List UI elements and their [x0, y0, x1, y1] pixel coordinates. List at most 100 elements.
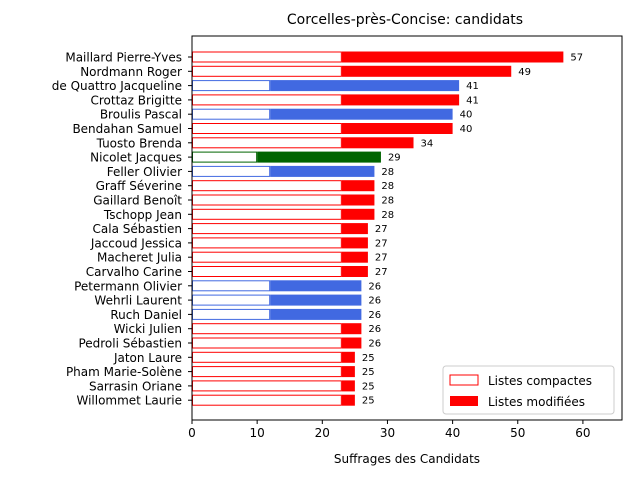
x-tick-label: 60: [575, 426, 590, 440]
bar-modified: [341, 337, 362, 349]
bar-modified: [270, 280, 362, 292]
value-label: 27: [375, 238, 388, 249]
value-label: 49: [518, 67, 531, 78]
x-tick-label: 20: [315, 426, 330, 440]
bar-compact: [192, 208, 342, 220]
bar-compact: [192, 237, 342, 249]
x-tick-label: 0: [188, 426, 196, 440]
value-label: 25: [362, 353, 375, 364]
bar-modified: [341, 51, 564, 63]
value-label: 26: [368, 324, 381, 335]
bar-modified: [341, 137, 414, 149]
bar-compact: [192, 165, 271, 177]
candidate-label: Gaillard Benoît: [93, 194, 182, 208]
value-label: 25: [362, 367, 375, 378]
bar-modified: [341, 180, 375, 192]
value-label: 28: [381, 210, 394, 221]
bar-compact: [192, 137, 342, 149]
legend-frame: [442, 365, 615, 415]
bar-compact: [192, 251, 342, 263]
value-label: 26: [368, 310, 381, 321]
candidate-label: Nicolet Jacques: [90, 151, 182, 165]
candidate-label: Ruch Daniel: [110, 308, 182, 322]
value-label: 27: [375, 267, 388, 278]
bar-compact: [192, 366, 342, 378]
legend-swatch-modified: [450, 396, 478, 406]
value-label: 41: [466, 95, 479, 106]
candidate-label: Wicki Julien: [114, 322, 182, 336]
value-label: 28: [381, 167, 394, 178]
value-label: 28: [381, 196, 394, 207]
bar-modified: [341, 65, 512, 77]
candidate-label: Graff Séverine: [96, 179, 182, 193]
value-label: 34: [421, 138, 434, 149]
candidate-label: Bendahan Samuel: [72, 122, 182, 136]
candidate-label: Tschopp Jean: [103, 208, 182, 222]
bar-compact: [192, 151, 258, 163]
legend: Listes compactes Listes modifiées: [442, 365, 615, 415]
bar-compact: [192, 194, 342, 206]
candidate-label: Petermann Olivier: [74, 279, 182, 293]
bar-modified: [341, 237, 368, 249]
bar-compact: [192, 294, 271, 306]
value-label: 26: [368, 339, 381, 350]
candidate-label: Cala Sébastien: [93, 222, 182, 236]
bar-modified: [341, 208, 375, 220]
bar-compact: [192, 308, 271, 320]
candidate-label: Jaton Laure: [113, 351, 182, 365]
candidate-label: Wehrli Laurent: [94, 294, 182, 308]
x-tick-label: 50: [510, 426, 525, 440]
candidate-label: Feller Olivier: [107, 165, 182, 179]
value-label: 26: [368, 281, 381, 292]
x-axis-label: Suffrages des Candidats: [334, 452, 480, 466]
bar-modified: [270, 308, 362, 320]
value-label: 25: [362, 381, 375, 392]
bar-modified: [270, 294, 362, 306]
plot-frame: [191, 35, 623, 421]
candidate-label: Macheret Julia: [97, 251, 182, 265]
bar-modified: [341, 251, 368, 263]
x-tick-label: 40: [445, 426, 460, 440]
bar-modified: [341, 194, 375, 206]
bar-compact: [192, 323, 342, 335]
bar-compact: [192, 394, 342, 406]
candidate-label: Pham Marie-Solène: [66, 365, 182, 379]
bar-modified: [341, 266, 368, 277]
bar-compact: [192, 65, 342, 77]
bar-compact: [192, 51, 342, 63]
bar-compact: [192, 80, 271, 92]
bar-modified: [341, 351, 355, 363]
bar-modified: [270, 108, 453, 120]
bar-modified: [341, 223, 368, 235]
value-label: 27: [375, 224, 388, 235]
legend-label-compact: Listes compactes: [488, 374, 592, 388]
bar-modified: [270, 165, 375, 177]
legend-label-modified: Listes modifiées: [488, 395, 585, 409]
candidate-label: Carvalho Carine: [86, 265, 182, 279]
bar-compact: [192, 94, 342, 106]
value-label: 40: [460, 110, 473, 121]
bars-group: Maillard Pierre-Yves 57 Nordmann Roger 49 de…: [52, 51, 583, 408]
bar-compact: [192, 123, 342, 134]
candidate-label: Pedroli Sébastien: [78, 337, 182, 351]
value-label: 25: [362, 396, 375, 407]
candidate-label: Sarrasin Oriane: [89, 379, 182, 393]
bar-compact: [192, 280, 271, 292]
bar-compact: [192, 180, 342, 192]
value-label: 57: [570, 53, 583, 64]
candidate-label: Broulis Pascal: [100, 108, 182, 122]
bar-compact: [192, 108, 271, 120]
x-axis: 0 10 20 30 40 50 60: [188, 420, 591, 440]
bar-modified: [341, 394, 355, 406]
bar-modified: [341, 323, 362, 335]
legend-swatch-compact: [449, 374, 479, 386]
candidate-label: de Quattro Jacqueline: [52, 79, 182, 93]
x-tick-label: 30: [380, 426, 395, 440]
bar-modified: [341, 380, 355, 392]
value-label: 40: [460, 124, 473, 135]
bar-modified: [270, 80, 460, 92]
candidate-label: Nordmann Roger: [80, 65, 182, 79]
bar-modified: [257, 151, 381, 163]
value-label: 26: [368, 296, 381, 307]
